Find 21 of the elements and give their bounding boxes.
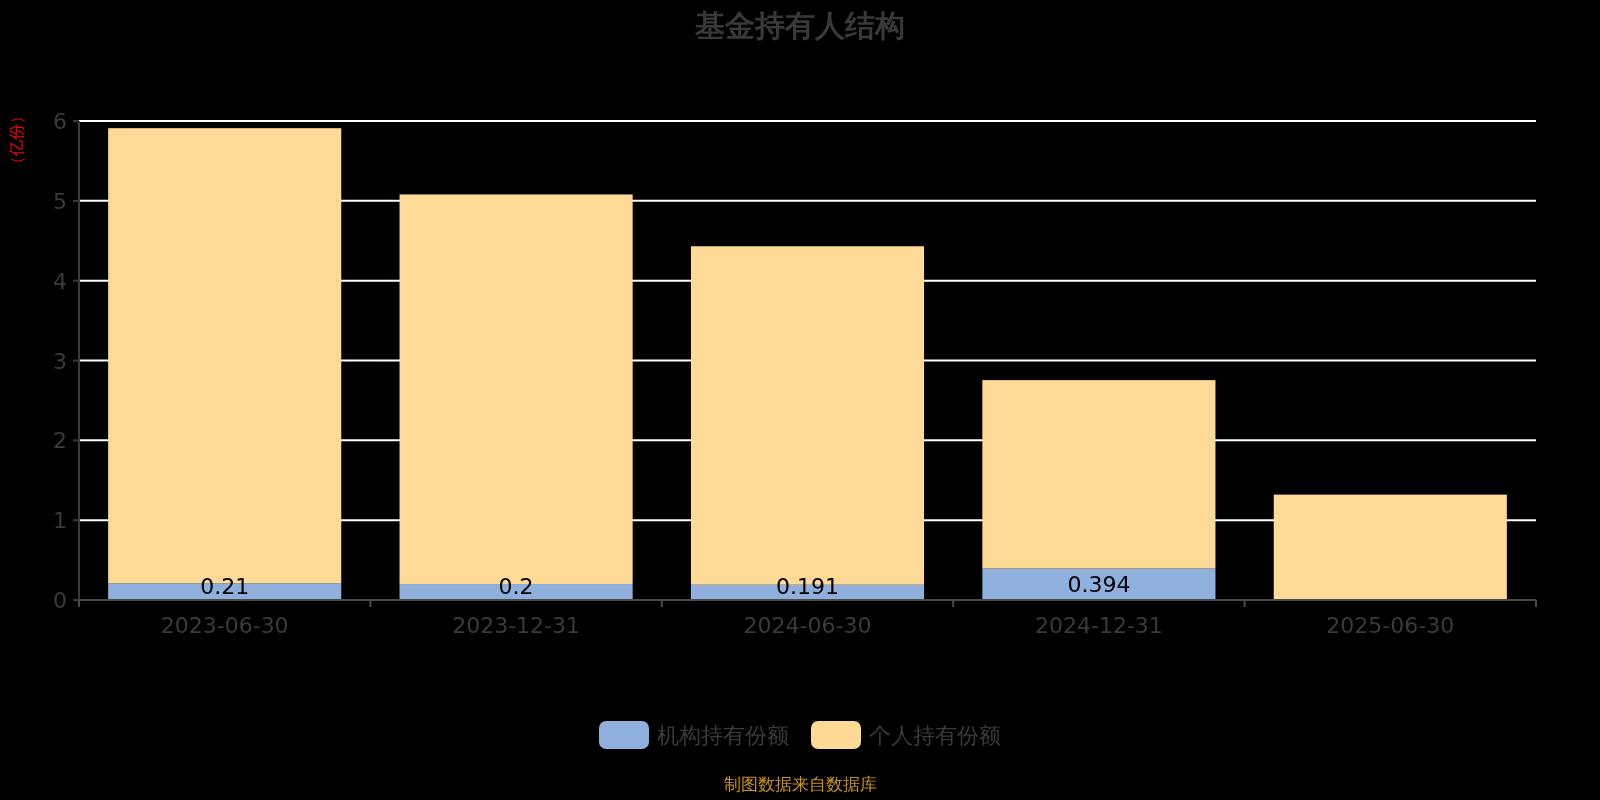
data-label: 0.191	[776, 574, 839, 599]
data-label: 0.21	[200, 574, 250, 599]
legend-label: 个人持有份额	[869, 723, 1001, 748]
y-tick-label: 2	[53, 428, 67, 454]
y-tick-label: 3	[53, 348, 67, 374]
x-tick-label: 2023-06-30	[160, 613, 289, 638]
annotation: 制图数据来自数据库	[723, 774, 877, 794]
data-label: 0.394	[1067, 572, 1131, 598]
y-tick-label: 4	[53, 268, 67, 294]
x-tick-label: 2024-12-31	[1034, 613, 1163, 638]
legend-label: 机构持有份额	[657, 723, 789, 748]
y-axis-title: （亿份）	[7, 108, 26, 172]
x-tick-label: 2023-12-31	[452, 613, 581, 638]
y-tick-label: 1	[53, 508, 67, 534]
y-tick-label: 5	[53, 188, 67, 214]
y-tick-label: 6	[53, 109, 67, 134]
y-tick-label: 0	[53, 588, 67, 613]
data-label: 0.2	[498, 574, 534, 599]
x-tick-label: 2024-06-30	[743, 613, 872, 638]
title: 基金持有人结构	[695, 8, 905, 43]
x-tick-label: 2025-06-30	[1326, 613, 1455, 638]
